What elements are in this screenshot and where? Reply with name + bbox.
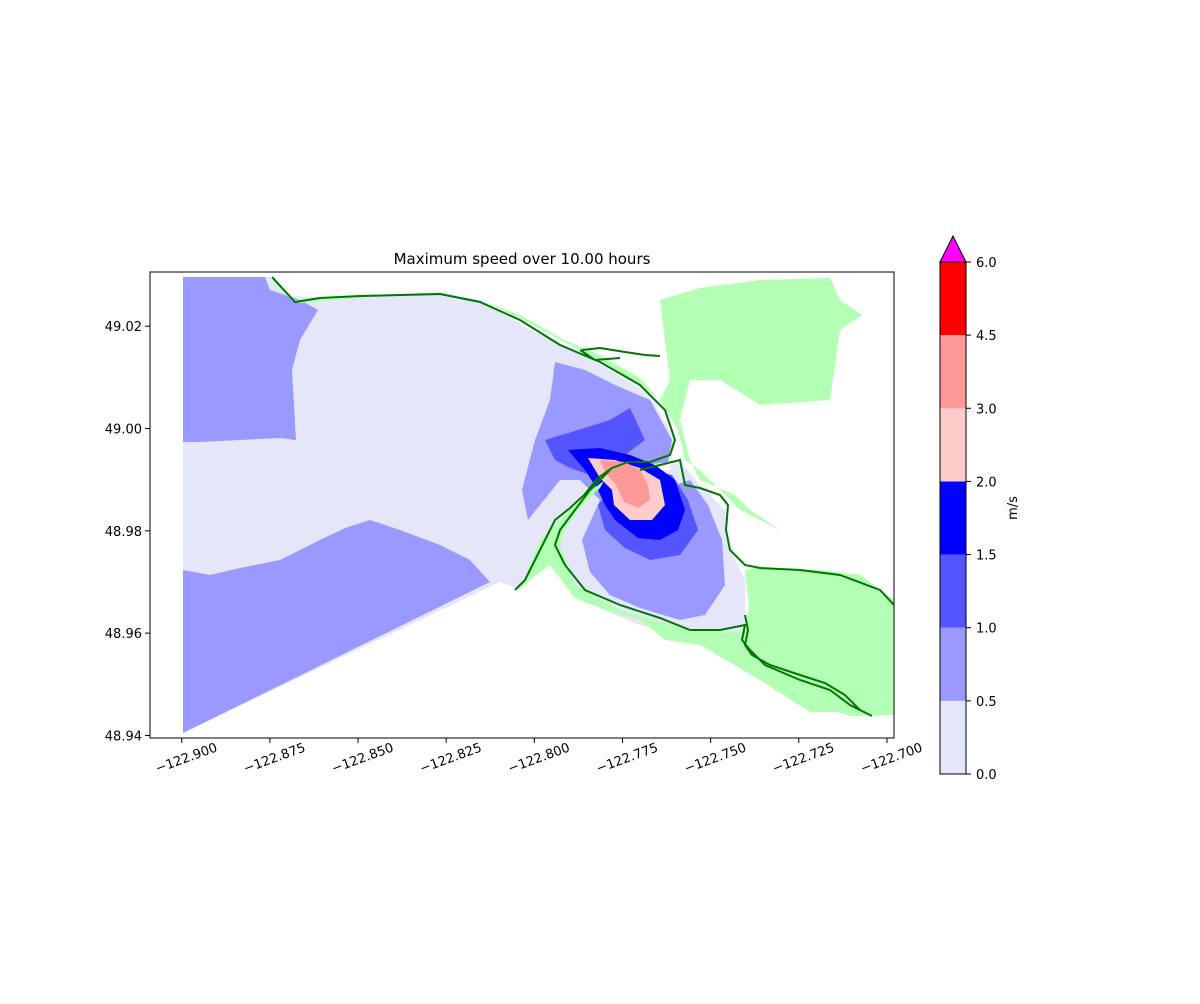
shoreline-river — [743, 614, 861, 711]
shoreline-south — [553, 469, 873, 717]
y-tick-label: 48.96 — [105, 627, 142, 642]
colorbar-segment — [940, 408, 966, 482]
x-tick-label: −122.725 — [771, 741, 837, 777]
colorbar-tick-label: 1.5 — [976, 549, 997, 564]
colorbar: 0.0 0.5 1.0 1.5 2.0 3.0 4.5 6.0 — [939, 234, 997, 783]
speed-band-3.0-4.5 — [600, 460, 650, 508]
colorbar-segment — [940, 335, 966, 409]
land-southeast — [745, 568, 894, 716]
x-tick-label: −122.875 — [242, 741, 308, 777]
colorbar-label: m/s — [1006, 496, 1021, 520]
colorbar-tick-label: 0.0 — [976, 768, 997, 783]
x-tick-label: −122.750 — [683, 741, 749, 777]
colorbar-segment — [940, 262, 966, 336]
x-tick-label: −122.900 — [154, 741, 220, 777]
x-axis: −122.900 −122.875 −122.850 −122.825 −122.800… — [154, 738, 925, 777]
colorbar-tick-label: 1.0 — [976, 622, 997, 637]
map-plot-area — [183, 276, 894, 733]
y-tick-label: 49.00 — [105, 423, 142, 438]
colorbar-tick-label: 2.0 — [976, 475, 997, 490]
colorbar-segment — [940, 700, 966, 774]
colorbar-frame — [939, 261, 967, 775]
shoreline-north — [271, 276, 677, 591]
y-tick-label: 48.98 — [105, 525, 142, 540]
colorbar-segment — [940, 627, 966, 701]
colorbar-segment — [940, 481, 966, 555]
x-tick-label: −122.800 — [506, 741, 572, 777]
shoreline-spit — [639, 458, 894, 606]
x-tick-label: −122.825 — [418, 741, 484, 777]
y-tick-label: 48.94 — [105, 729, 142, 744]
y-axis: 48.94 48.96 48.98 49.00 49.02 — [105, 320, 150, 744]
x-tick-label: −122.700 — [859, 741, 925, 777]
colorbar-extend-triangle — [939, 234, 967, 263]
speed-band-0.5-1.0-lower-left — [183, 520, 490, 733]
colorbar-tick-label: 4.5 — [976, 329, 997, 344]
speed-band-0.5-1.0-upper-left — [183, 277, 318, 442]
chart-title: Maximum speed over 10.00 hours — [394, 250, 651, 268]
colorbar-tick-label: 3.0 — [976, 402, 997, 417]
x-tick-label: −122.775 — [594, 741, 660, 777]
shoreline-harbour — [579, 346, 661, 362]
x-tick-label: −122.850 — [330, 741, 396, 777]
y-tick-label: 49.02 — [105, 320, 142, 335]
axes-frame — [149, 271, 895, 739]
land-north-shore — [270, 277, 894, 716]
colorbar-tick-label: 0.5 — [976, 695, 997, 710]
colorbar-tick-label: 6.0 — [976, 256, 997, 271]
colorbar-segment — [940, 554, 966, 628]
